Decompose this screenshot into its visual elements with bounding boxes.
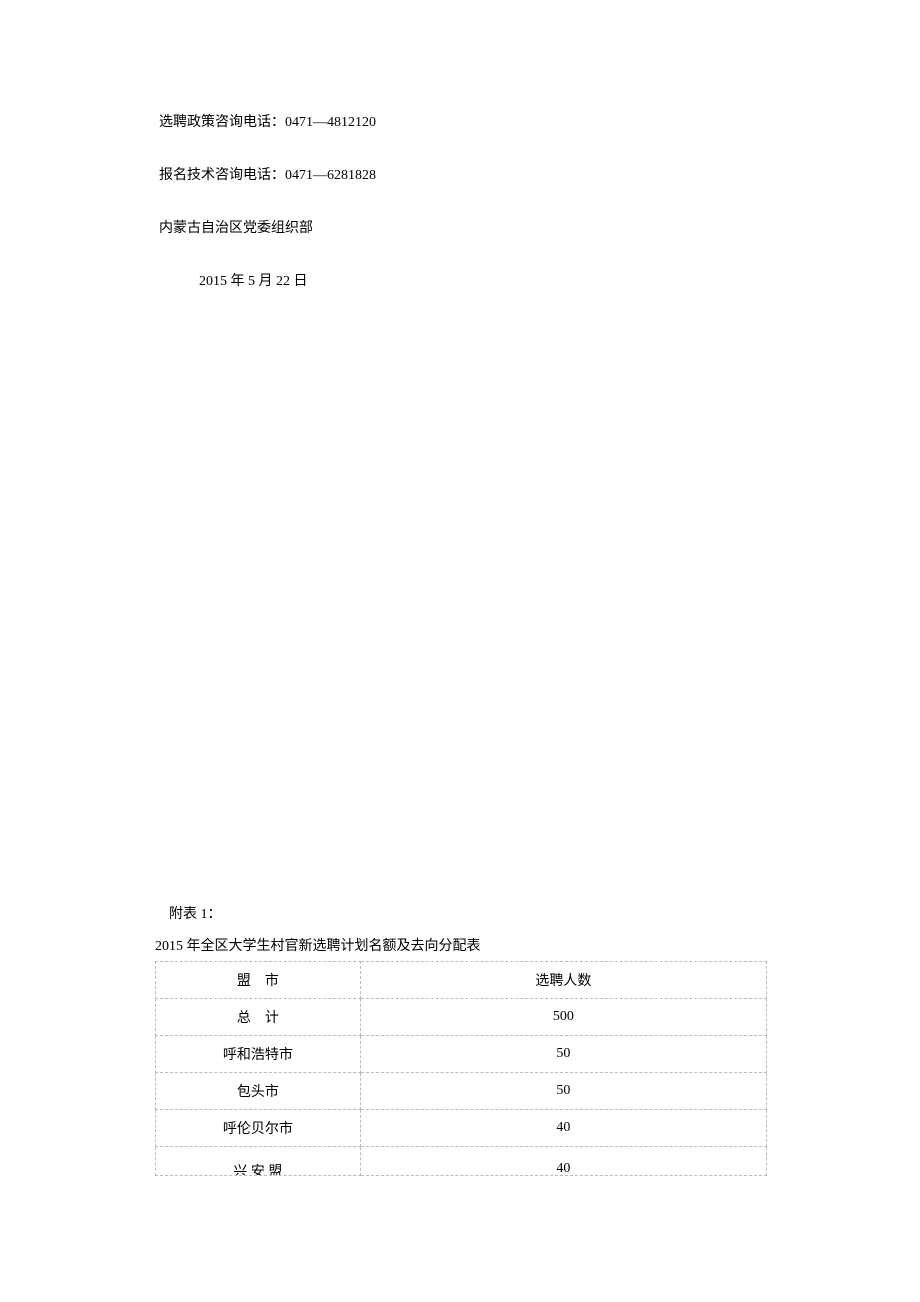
- table-header-row: 盟 市 选聘人数: [156, 962, 767, 999]
- table-row: 总 计 500: [156, 999, 767, 1036]
- cell-count: 40: [360, 1110, 766, 1147]
- header-region: 盟 市: [156, 962, 361, 999]
- table-title: 2015 年全区大学生村官新选聘计划名额及去向分配表: [155, 935, 767, 955]
- date-text: 2015 年 5 月 22 日: [159, 271, 920, 292]
- policy-phone-text: 选聘政策咨询电话：0471—4812120: [159, 112, 920, 133]
- table-row: 呼伦贝尔市 40: [156, 1110, 767, 1147]
- table-row: 兴 安 盟 40: [156, 1147, 767, 1176]
- cell-region: 总 计: [156, 999, 361, 1036]
- table-row: 呼和浩特市 50: [156, 1036, 767, 1073]
- cell-count: 40: [360, 1147, 766, 1176]
- cell-count: 50: [360, 1036, 766, 1073]
- cell-region: 呼和浩特市: [156, 1036, 361, 1073]
- table-row: 包头市 50: [156, 1073, 767, 1110]
- cell-count: 500: [360, 999, 766, 1036]
- allocation-table: 盟 市 选聘人数 总 计 500 呼和浩特市 50 包头市 50 呼伦贝尔市 4…: [155, 961, 767, 1176]
- appendix-section: 附表 1： 2015 年全区大学生村官新选聘计划名额及去向分配表 盟 市 选聘人…: [155, 903, 767, 1176]
- header-count: 选聘人数: [360, 962, 766, 999]
- cell-region-text: 兴 安 盟: [233, 1165, 282, 1176]
- cell-count-text: 40: [556, 1161, 570, 1176]
- cell-region: 包头市: [156, 1073, 361, 1110]
- appendix-label: 附表 1：: [155, 903, 767, 923]
- tech-phone-text: 报名技术咨询电话：0471—6281828: [159, 165, 920, 186]
- document-header: 选聘政策咨询电话：0471—4812120 报名技术咨询电话：0471—6281…: [0, 0, 920, 292]
- cell-region: 呼伦贝尔市: [156, 1110, 361, 1147]
- department-text: 内蒙古自治区党委组织部: [159, 218, 920, 239]
- cell-count: 50: [360, 1073, 766, 1110]
- cell-region: 兴 安 盟: [156, 1147, 361, 1176]
